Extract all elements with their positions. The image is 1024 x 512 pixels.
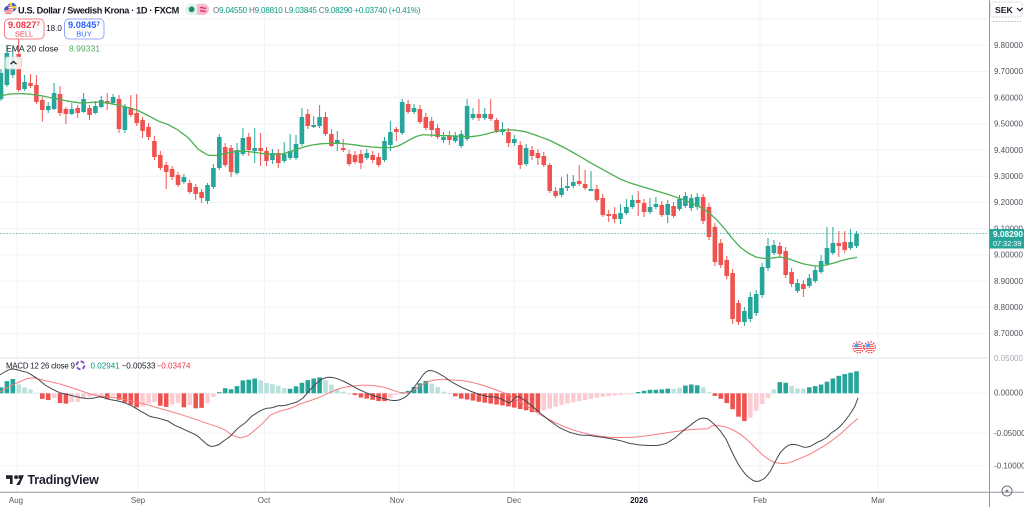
svg-text:9.40000: 9.40000 (994, 146, 1023, 155)
svg-text:18.0: 18.0 (46, 24, 62, 33)
svg-text:8.90000: 8.90000 (994, 277, 1023, 286)
svg-text:SEK: SEK (995, 5, 1013, 15)
svg-text:O9.04550 H9.08810 L9.03845 C9.: O9.04550 H9.08810 L9.03845 C9.08290 +0.0… (213, 6, 421, 15)
svg-text:-0.05000: -0.05000 (994, 429, 1024, 438)
svg-text:0.05000: 0.05000 (994, 354, 1023, 363)
svg-text:9.50000: 9.50000 (994, 120, 1023, 129)
svg-text:8.80000: 8.80000 (994, 303, 1023, 312)
svg-text:07:32:39: 07:32:39 (993, 239, 1021, 248)
svg-text:EMA 20 close 8.99331: EMA 20 close 8.99331 (6, 44, 100, 54)
svg-text:9.30000: 9.30000 (994, 172, 1023, 181)
svg-text:0.02941: 0.02941 (91, 361, 121, 370)
svg-text:Oct: Oct (258, 496, 271, 505)
svg-text:Aug: Aug (9, 496, 23, 505)
svg-text:SELL: SELL (15, 30, 33, 39)
svg-text:9.08290: 9.08290 (993, 229, 1023, 239)
svg-text:-0.10000: -0.10000 (994, 462, 1024, 471)
svg-text:Dec: Dec (507, 496, 521, 505)
svg-text:9.08457: 9.08457 (68, 20, 100, 30)
svg-text:Mar: Mar (871, 496, 885, 505)
svg-text:9.00000: 9.00000 (994, 251, 1023, 260)
svg-text:−0.03474: −0.03474 (157, 361, 191, 370)
svg-text:−0.00533: −0.00533 (122, 361, 156, 370)
svg-text:9.80000: 9.80000 (994, 41, 1023, 50)
svg-text:9.70000: 9.70000 (994, 67, 1023, 76)
svg-text:9.20000: 9.20000 (994, 198, 1023, 207)
svg-text:Feb: Feb (753, 496, 767, 505)
svg-text:8.70000: 8.70000 (994, 329, 1023, 338)
svg-text:2026: 2026 (630, 496, 648, 505)
svg-text:TradingView: TradingView (28, 473, 100, 487)
svg-text:0.00000: 0.00000 (994, 389, 1023, 398)
svg-text:MACD 12 26 close 9: MACD 12 26 close 9 (6, 361, 75, 370)
svg-text:BUY: BUY (76, 30, 91, 39)
svg-text:Sep: Sep (131, 496, 146, 505)
svg-text:9.60000: 9.60000 (994, 93, 1023, 102)
svg-text:9.08277: 9.08277 (8, 20, 40, 30)
svg-text:U.S. Dollar / Swedish Krona ·: U.S. Dollar / Swedish Krona · 1D · FXCM (18, 6, 180, 16)
svg-text:Nov: Nov (390, 496, 404, 505)
